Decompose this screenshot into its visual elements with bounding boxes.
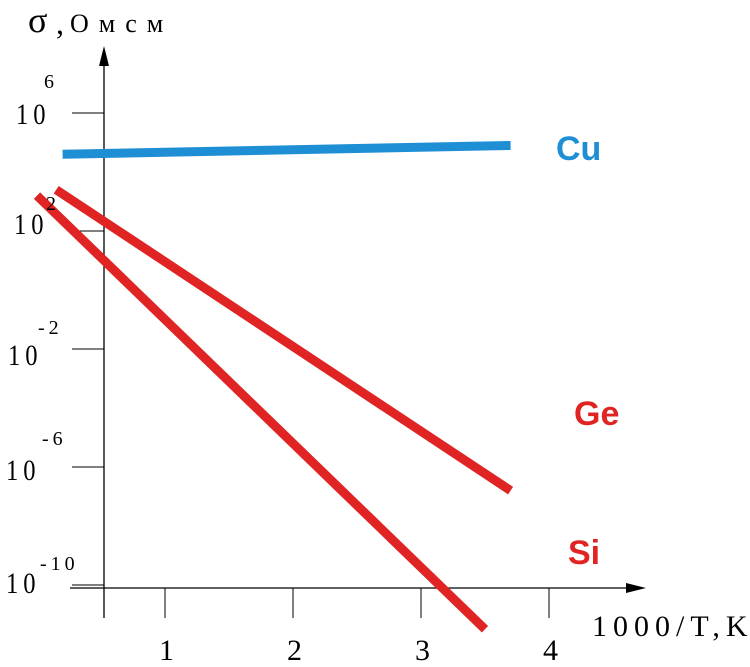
x-tick-label: 1 (159, 634, 174, 667)
x-tick-label: 4 (543, 634, 558, 667)
y-tick-label-base: 10 (6, 454, 40, 487)
x-axis-label: 1000/T,K (592, 610, 750, 643)
series-label-cu: Cu (556, 130, 601, 168)
y-tick-label-exponent: -10 (40, 553, 79, 575)
series-line-ge (53, 185, 514, 495)
y-axis-label-unit: Омсм (70, 9, 173, 38)
series-line-si (33, 192, 489, 633)
y-tick-label-base: 10 (14, 208, 48, 241)
y-tick-label-base: 10 (16, 98, 50, 131)
x-axis-arrow (626, 583, 646, 593)
y-axis-label-separator: , (56, 5, 64, 41)
series-lines (33, 140, 514, 633)
tick-marks (72, 112, 550, 618)
y-tick-label-exponent: 6 (44, 71, 58, 93)
y-tick-label-base: 10 (6, 567, 40, 600)
series-label-ge: Ge (574, 395, 619, 433)
y-axis-arrow (99, 46, 109, 66)
y-axis-label-symbol: σ (28, 0, 47, 40)
y-tick-label-exponent: -6 (42, 428, 67, 450)
series-label-si: Si (568, 534, 600, 572)
series-line-cu (62, 140, 511, 159)
x-tick-label: 3 (415, 634, 430, 667)
y-tick-label-base: 10 (8, 339, 42, 372)
y-tick-label-exponent: 2 (46, 193, 60, 215)
x-tick-label: 2 (287, 634, 302, 667)
y-tick-label-exponent: -2 (38, 317, 63, 339)
